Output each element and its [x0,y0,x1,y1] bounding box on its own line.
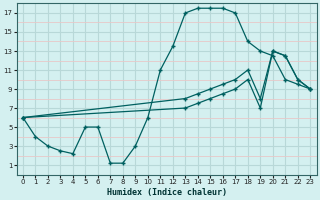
X-axis label: Humidex (Indice chaleur): Humidex (Indice chaleur) [107,188,227,197]
